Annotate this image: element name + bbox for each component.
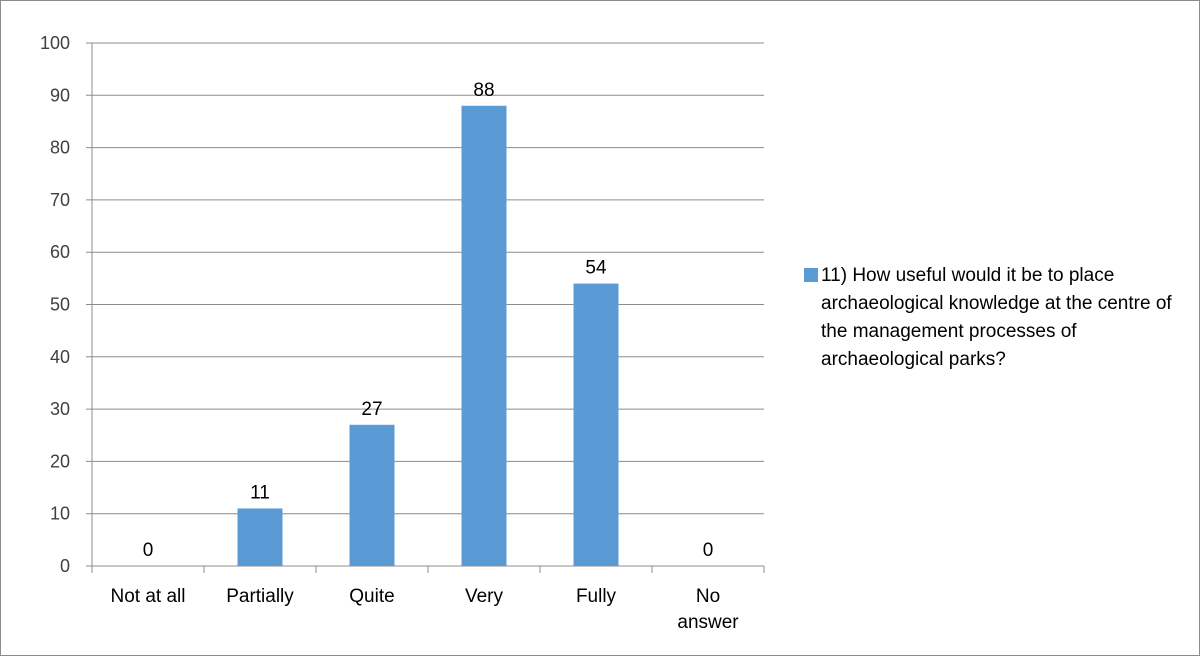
y-tick-label: 0 xyxy=(60,556,70,576)
bar xyxy=(461,105,507,566)
data-label: 11 xyxy=(250,482,270,503)
x-tick-label: No answer xyxy=(677,586,739,633)
bar xyxy=(573,283,619,566)
data-label: 0 xyxy=(143,540,154,561)
y-tick-label: 60 xyxy=(50,242,70,262)
bar xyxy=(349,424,395,566)
x-tick-label: Very xyxy=(465,586,504,607)
y-tick-label: 90 xyxy=(50,85,70,105)
data-label: 54 xyxy=(585,258,607,279)
y-tick-label: 100 xyxy=(40,33,70,53)
y-tick-label: 30 xyxy=(50,399,70,419)
data-label: 27 xyxy=(361,399,382,420)
x-tick-label: Not at all xyxy=(111,586,186,607)
x-tick-label: Partially xyxy=(226,586,294,607)
legend-label: 11) How useful would it be to place arch… xyxy=(821,265,1172,370)
data-label: 88 xyxy=(473,80,494,101)
y-tick-label: 70 xyxy=(50,190,70,210)
y-tick-label: 10 xyxy=(50,504,70,524)
bar xyxy=(237,508,283,566)
y-tick-label: 50 xyxy=(50,295,70,315)
y-tick-label: 80 xyxy=(50,138,70,158)
legend-swatch xyxy=(804,268,818,282)
y-tick-label: 20 xyxy=(50,451,70,471)
x-tick-label: Quite xyxy=(349,586,394,607)
x-tick-label: Fully xyxy=(576,586,617,607)
y-tick-label: 40 xyxy=(50,347,70,367)
data-label: 0 xyxy=(703,540,714,561)
